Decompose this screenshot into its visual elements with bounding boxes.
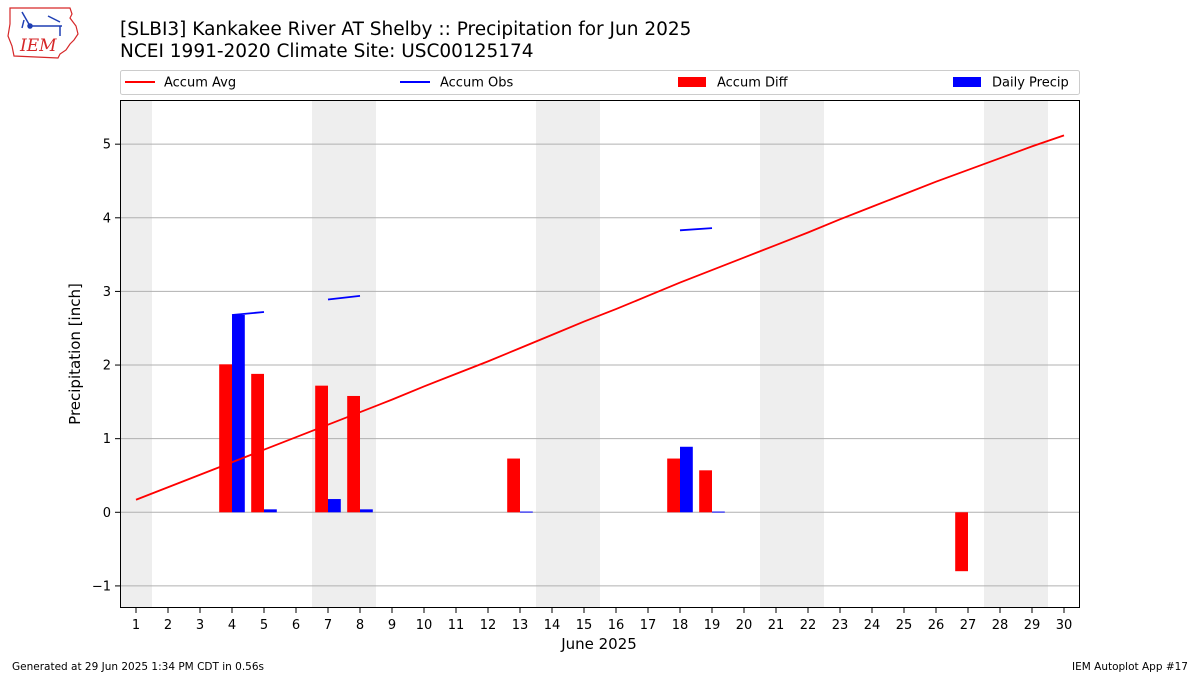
legend-swatch-accum-diff (678, 77, 706, 87)
x-tick-label: 17 (640, 618, 657, 633)
x-tick-label: 30 (1056, 618, 1073, 633)
daily-precip-bar-day-13 (520, 511, 533, 513)
accum-obs-segment-1 (327, 294, 361, 301)
y-tick-label: 3 (103, 285, 111, 300)
daily-precip-bar-day-19 (712, 511, 725, 513)
x-tick-label: 23 (832, 618, 849, 633)
accum-diff-bar-day-27 (955, 512, 968, 572)
x-tick-label: 25 (896, 618, 913, 633)
legend-label-accum-avg: Accum Avg (164, 76, 236, 91)
legend-label-daily-precip: Daily Precip (992, 76, 1069, 91)
y-tick-label: 2 (103, 359, 111, 374)
legend-swatch-daily-precip (953, 77, 981, 87)
x-tick-label: 28 (992, 618, 1009, 633)
accum-diff-bar-day-5 (251, 373, 264, 513)
y-axis-label: Precipitation [inch] (66, 283, 84, 425)
x-tick-label: 29 (1024, 618, 1041, 633)
accum-obs-segment-2 (679, 227, 713, 232)
x-tick-label: 12 (480, 618, 497, 633)
x-axis: 1 2 3 4 5 6 7 8 9 10 11 12 13 14 15 16 17 18 19 20 21 22 23 24 2… (132, 608, 1072, 633)
weekend-bands (120, 100, 1048, 608)
accum-diff-bar-day-7 (315, 385, 328, 513)
x-tick-label: 5 (260, 618, 268, 633)
legend-frame (120, 70, 1080, 95)
legend: Accum Avg Accum Obs Accum Diff Daily Pre… (120, 70, 1080, 95)
weekend-band-4 (984, 100, 1048, 608)
x-tick-label: 4 (228, 618, 236, 633)
bar-series (219, 314, 968, 572)
weather-station-icon (21, 11, 62, 36)
x-tick-label: 9 (388, 618, 396, 633)
x-tick-label: 15 (576, 618, 593, 633)
accum-avg-line (135, 134, 1065, 501)
x-tick-label: 1 (132, 618, 140, 633)
daily-precip-bar-day-5 (264, 509, 277, 513)
logo-text: IEM (19, 36, 57, 56)
daily-precip-bar-day-18 (680, 446, 693, 513)
legend-label-accum-diff: Accum Diff (717, 76, 789, 91)
y-tick-label: 0 (103, 506, 111, 521)
chart-title: [SLBI3] Kankakee River AT Shelby :: Prec… (120, 19, 691, 40)
y-tick-label: 5 (103, 138, 111, 153)
line-series (135, 134, 1065, 501)
x-tick-label: 27 (960, 618, 977, 633)
x-tick-label: 16 (608, 618, 625, 633)
x-tick-label: 22 (800, 618, 817, 633)
weekend-band-0 (120, 100, 152, 608)
x-tick-label: 6 (292, 618, 300, 633)
daily-precip-bar-day-4 (232, 314, 245, 513)
y-axis: −1 0 1 2 3 4 5 (92, 138, 120, 594)
x-tick-label: 20 (736, 618, 753, 633)
x-tick-label: 7 (324, 618, 332, 633)
x-tick-label: 24 (864, 618, 881, 633)
x-tick-label: 21 (768, 618, 785, 633)
x-tick-label: 3 (196, 618, 204, 633)
x-tick-label: 26 (928, 618, 945, 633)
x-tick-label: 8 (356, 618, 364, 633)
x-tick-label: 19 (704, 618, 721, 633)
accum-diff-bar-day-18 (667, 458, 680, 513)
weekend-band-3 (760, 100, 824, 608)
footer-app: IEM Autoplot App #17 (1072, 661, 1188, 673)
accum-diff-bar-day-13 (507, 458, 520, 513)
gridlines (120, 143, 1080, 587)
chart-subtitle: NCEI 1991-2020 Climate Site: USC00125174 (120, 41, 534, 62)
iem-logo: IEM (7, 7, 79, 59)
accum-diff-bar-day-8 (347, 395, 360, 513)
weekend-band-1 (312, 100, 376, 608)
y-tick-label: 4 (103, 211, 111, 226)
y-tick-label: −1 (92, 579, 111, 594)
legend-label-accum-obs: Accum Obs (440, 76, 513, 91)
footer-generated: Generated at 29 Jun 2025 1:34 PM CDT in … (12, 661, 264, 673)
accum-diff-bar-day-4 (219, 364, 232, 513)
x-tick-label: 18 (672, 618, 689, 633)
x-tick-label: 13 (512, 618, 529, 633)
plot-frame (120, 100, 1080, 608)
x-axis-label: June 2025 (560, 635, 637, 653)
daily-precip-bar-day-7 (328, 499, 341, 513)
x-tick-label: 14 (544, 618, 561, 633)
x-tick-label: 10 (416, 618, 433, 633)
x-tick-label: 2 (164, 618, 172, 633)
weekend-band-2 (536, 100, 600, 608)
y-tick-label: 1 (103, 432, 111, 447)
accum-diff-bar-day-19 (699, 470, 712, 513)
daily-precip-bar-day-8 (360, 509, 373, 513)
x-tick-label: 11 (448, 618, 465, 633)
iowa-outline-icon (7, 7, 79, 59)
accum-obs-segment-0 (231, 311, 265, 316)
